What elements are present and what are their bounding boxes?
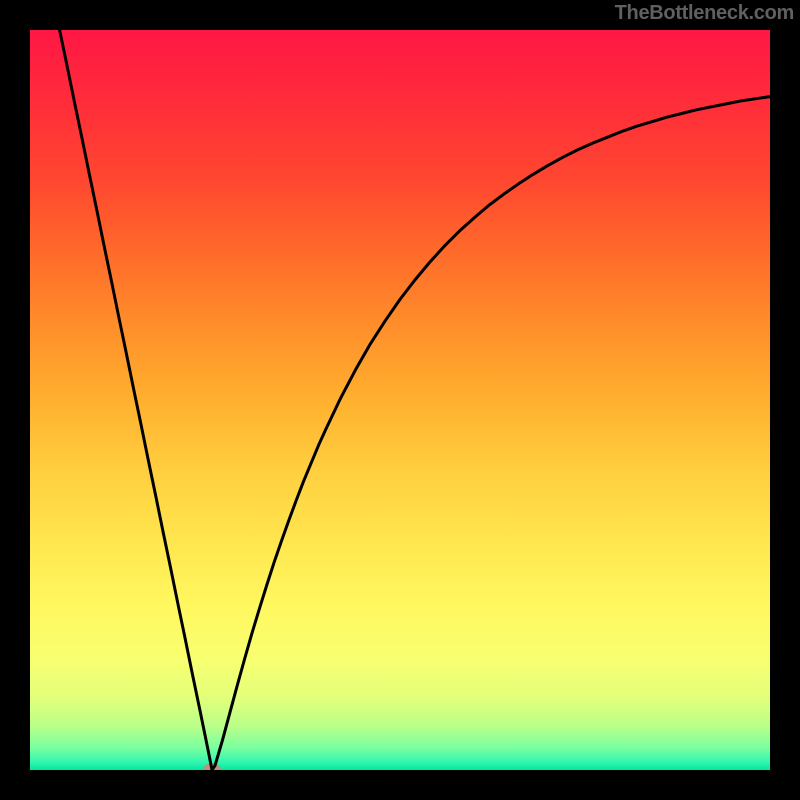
chart-svg <box>30 30 770 770</box>
gradient-background <box>30 30 770 770</box>
attribution-label: TheBottleneck.com <box>615 2 794 25</box>
chart-container: TheBottleneck.com <box>0 0 800 800</box>
plot-area <box>30 30 770 770</box>
